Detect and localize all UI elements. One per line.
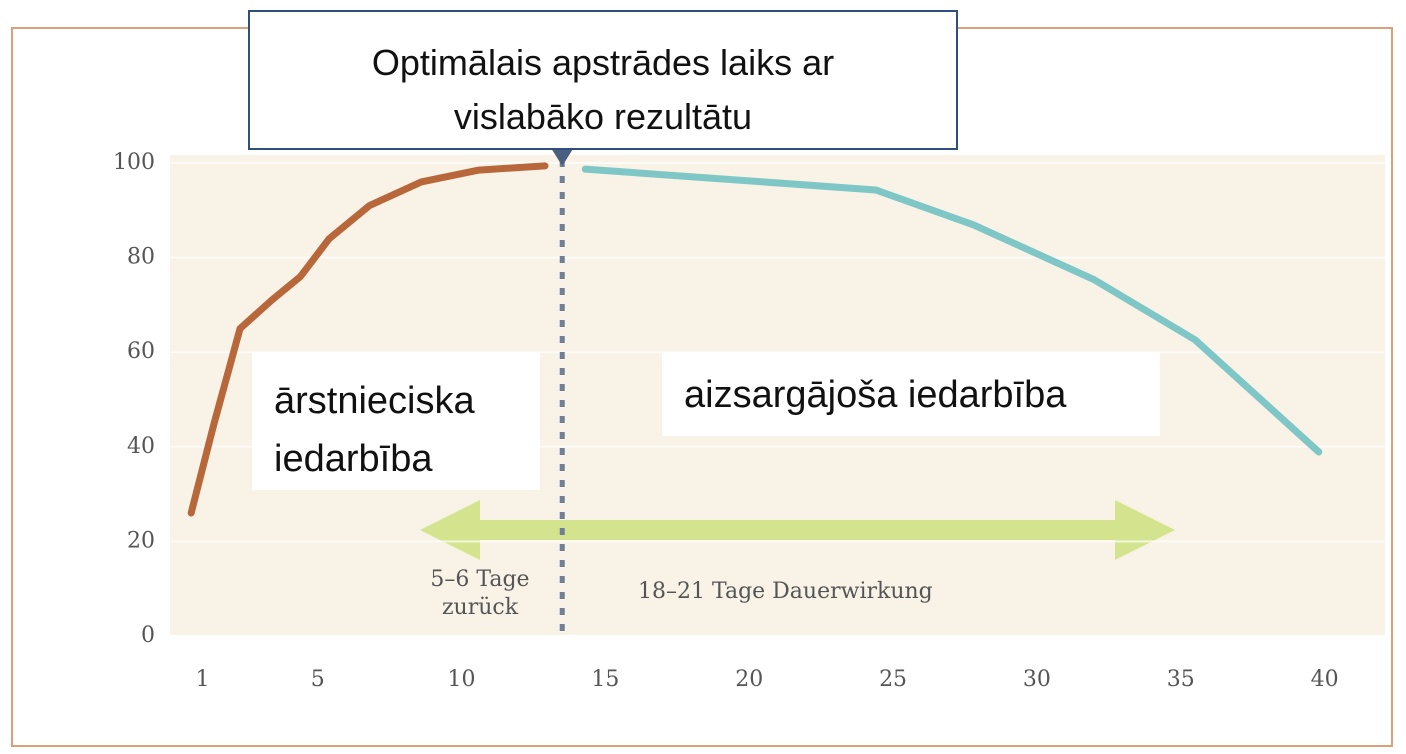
y-tick-label: 100: [113, 150, 155, 175]
y-tick-label: 80: [127, 245, 155, 270]
x-tick-label: 35: [1167, 667, 1195, 692]
y-tick-label: 40: [127, 434, 155, 459]
annotation: aizsargājoša iedarbība: [662, 352, 1160, 436]
x-tick-label: 20: [735, 667, 763, 692]
x-tick-label: 40: [1311, 667, 1339, 692]
y-tick-label: 20: [127, 528, 155, 553]
x-tick-label: 10: [448, 667, 476, 692]
x-tick-label: 1: [196, 667, 210, 692]
title-box: Optimālais apstrādes laiks ar vislabāko …: [248, 10, 958, 150]
annotation: 18–21 Tage Dauerwirkung: [638, 579, 933, 604]
x-tick-label: 5: [311, 667, 325, 692]
x-tick-label: 15: [591, 667, 619, 692]
annotation: ārstnieciska iedarbība: [252, 352, 540, 490]
annotation: 5–6 Tage zurück: [430, 567, 530, 620]
x-tick-label: 30: [1023, 667, 1051, 692]
x-tick-label: 25: [879, 667, 907, 692]
y-tick-label: 60: [127, 339, 155, 364]
line: [187, 162, 549, 517]
y-tick-label: 0: [141, 623, 155, 648]
line: [581, 165, 1323, 456]
divider-pointer: [552, 150, 573, 166]
